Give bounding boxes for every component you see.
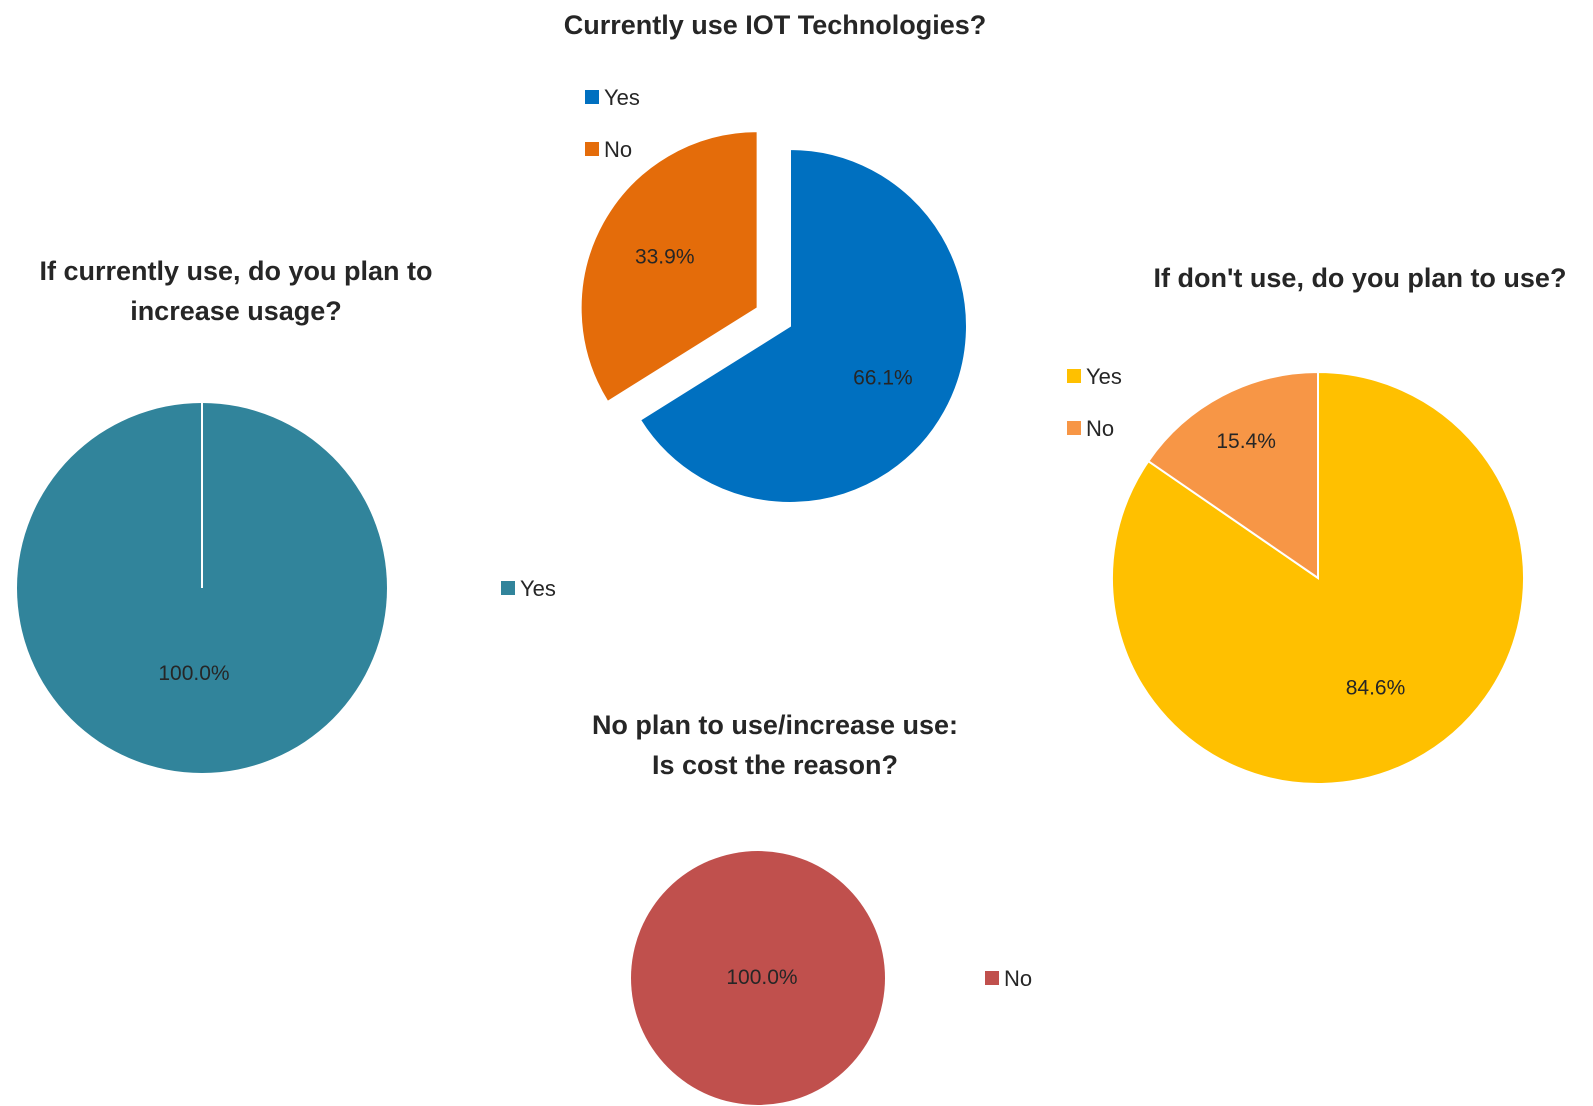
legend-entry-no: No — [604, 137, 632, 162]
legend-entry-yes: Yes — [1086, 364, 1122, 389]
pie-chart-3: If don't use, do you plan to use? 84.6% 15… — [1067, 263, 1567, 785]
data-label-yes: 100.0% — [158, 662, 229, 685]
legend-entry-no: No — [1086, 416, 1114, 441]
pie-chart-2: If currently use, do you plan to increase… — [17, 256, 556, 773]
chart-title: If don't use, do you plan to use? — [1154, 263, 1567, 293]
pie-chart-4: No plan to use/increase use: Is cost the … — [592, 710, 1032, 1105]
pie-slice-yes — [638, 147, 968, 504]
pie-slice-no — [1146, 370, 1319, 580]
pie-chart-1: Currently use IOT Technologies? 66.1% 33.9… — [564, 10, 987, 504]
pie-slice-no — [579, 130, 759, 404]
pie-slice-no — [631, 851, 885, 1105]
data-label-yes: 84.6% — [1346, 676, 1406, 699]
legend-swatch-yes — [501, 581, 515, 595]
data-label-no: 100.0% — [726, 966, 797, 989]
chart-title: Currently use IOT Technologies? — [564, 10, 987, 40]
legend-swatch-no — [1067, 421, 1081, 435]
legend-entry-yes: Yes — [604, 85, 640, 110]
chart-title: No plan to use/increase use: Is cost the … — [592, 710, 958, 780]
data-label-yes: 66.1% — [853, 366, 913, 389]
legend-entry-yes: Yes — [520, 576, 556, 601]
legend-swatch-yes — [1067, 369, 1081, 383]
legend-swatch-no — [985, 971, 999, 985]
chart-title: If currently use, do you plan to increase… — [39, 256, 432, 326]
legend-swatch-yes — [585, 90, 599, 104]
legend-swatch-no — [585, 142, 599, 156]
data-label-no: 33.9% — [635, 246, 695, 269]
legend-entry-no: No — [1004, 966, 1032, 991]
data-label-no: 15.4% — [1216, 430, 1276, 453]
